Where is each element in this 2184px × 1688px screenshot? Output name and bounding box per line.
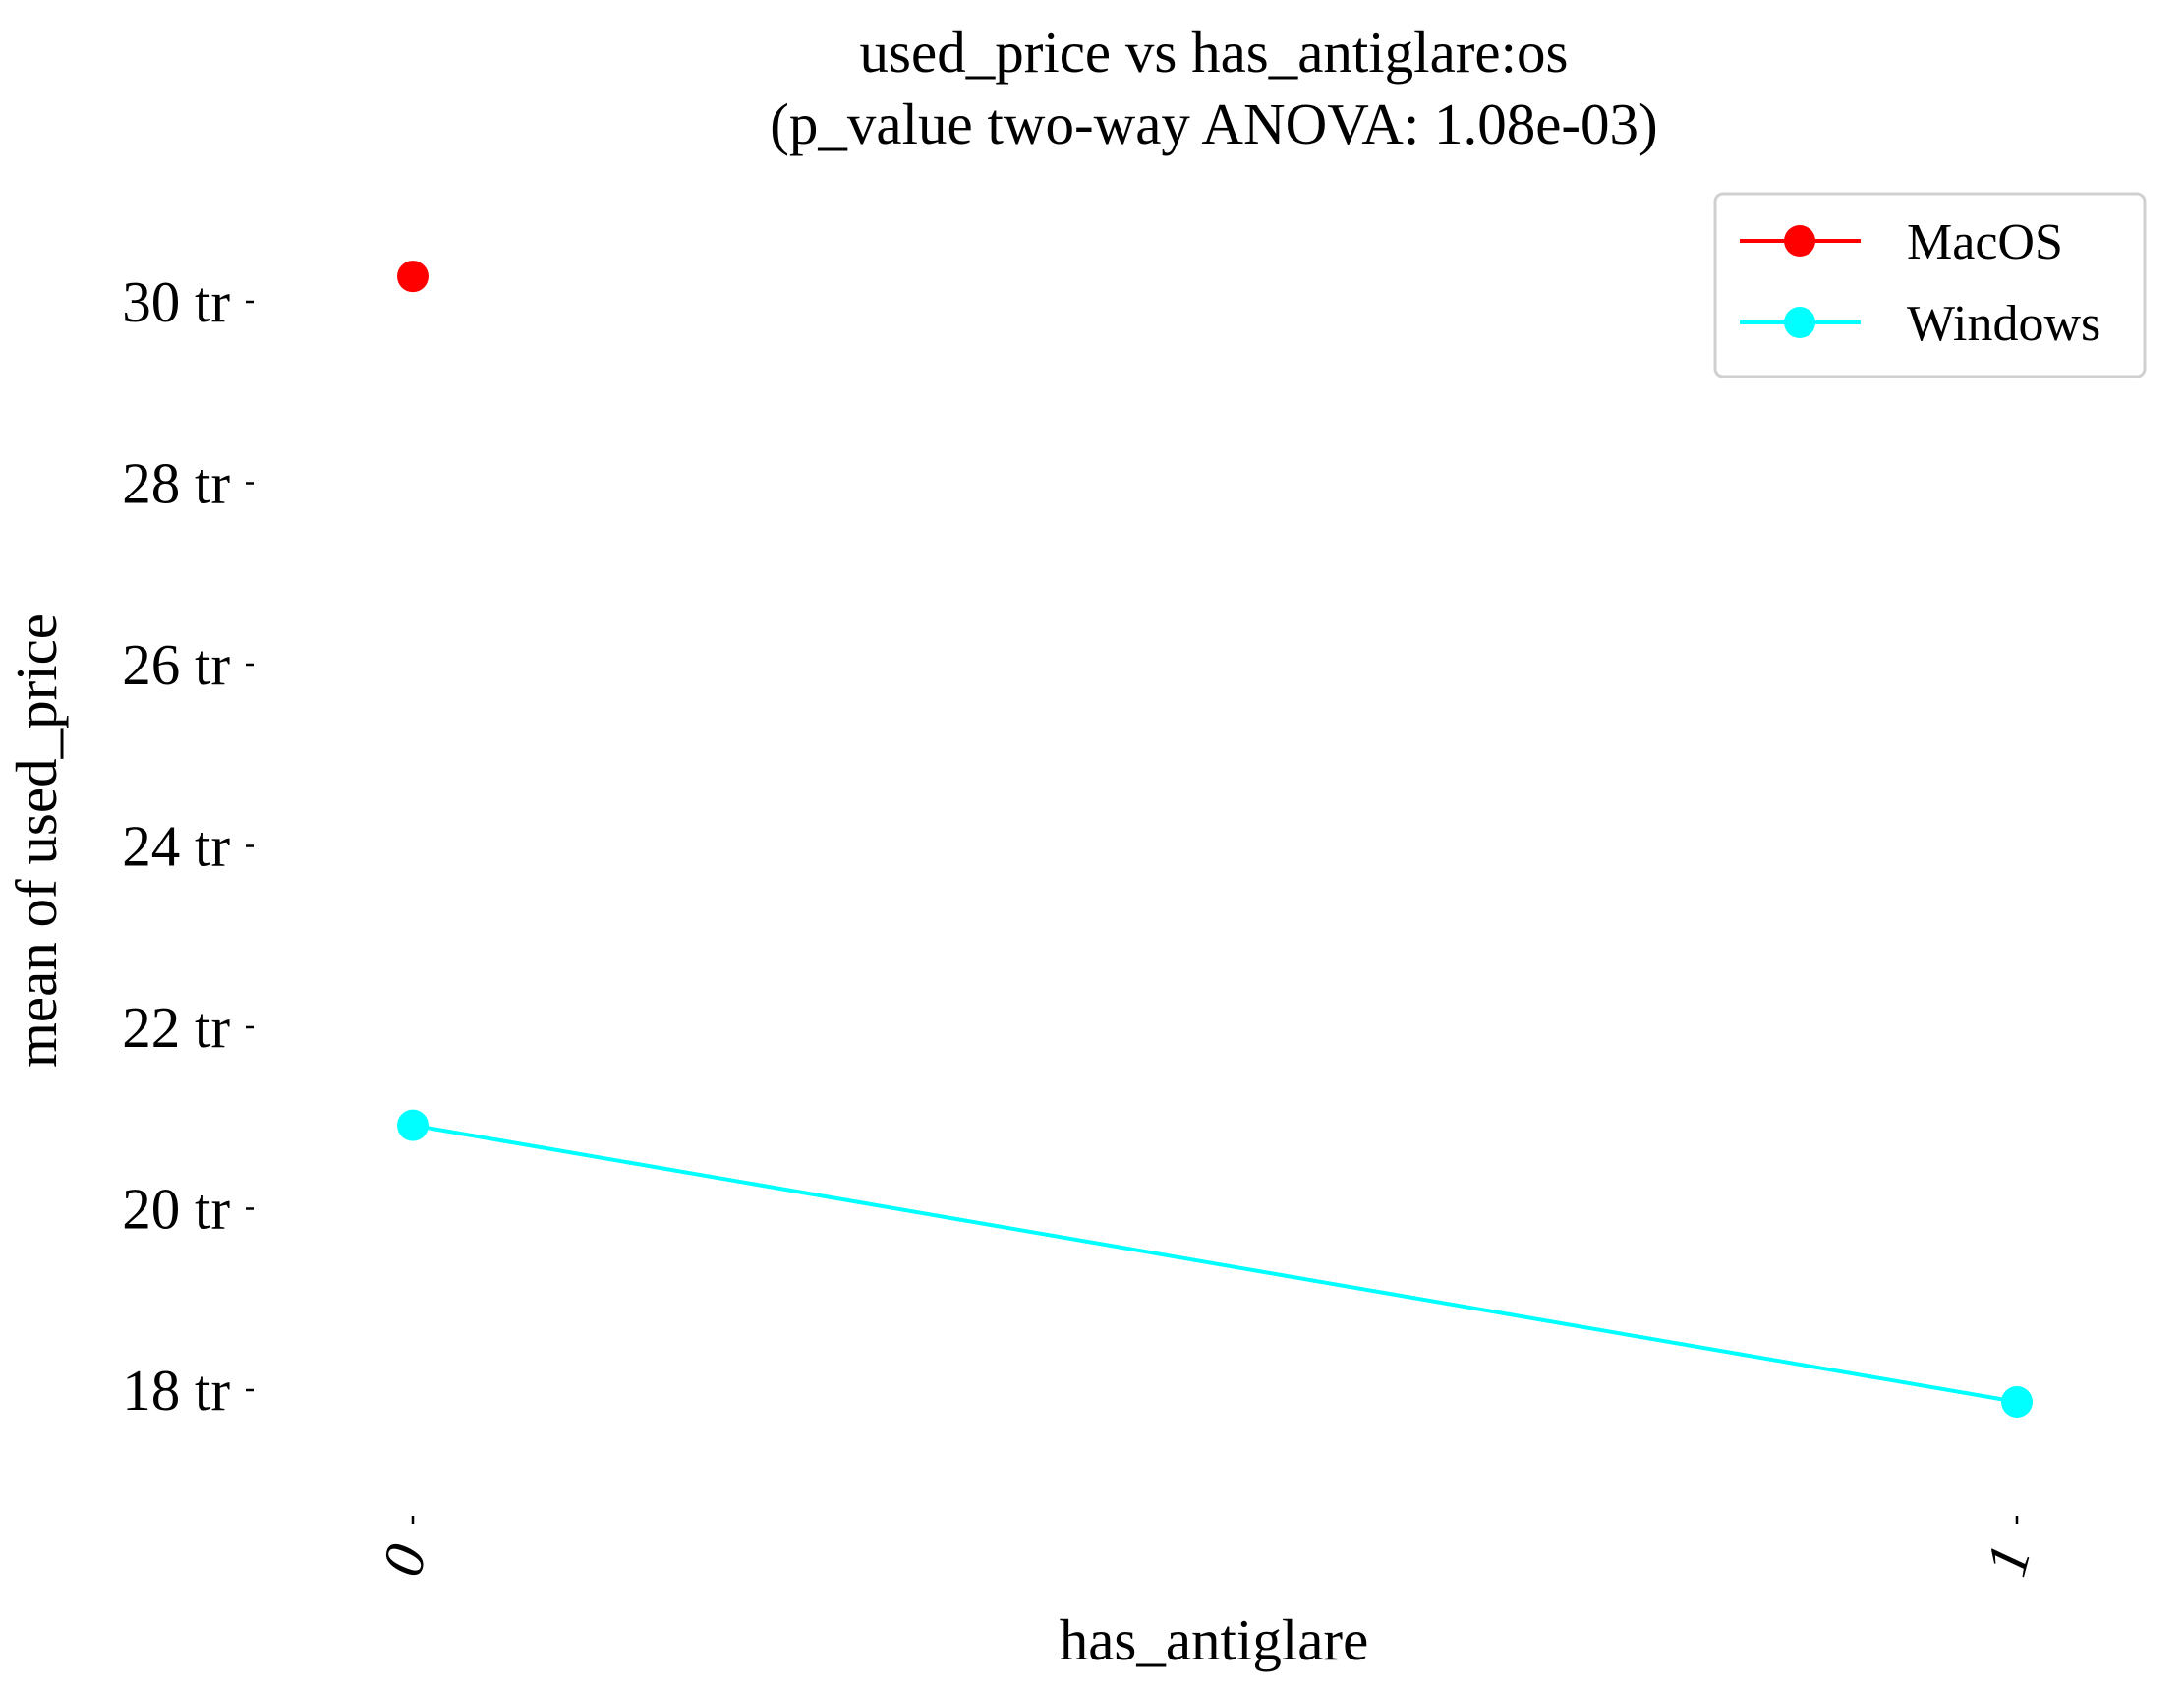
x-tick-label: 1 <box>1973 1538 2042 1583</box>
legend-marker-macos <box>1784 225 1815 257</box>
series-line-windows <box>412 1123 2018 1404</box>
y-tick-label: 28 tr <box>122 451 230 516</box>
legend-marker-windows <box>1784 307 1815 338</box>
data-point-windows <box>2001 1385 2033 1418</box>
x-axis-label: has_antiglare <box>1060 1607 1369 1672</box>
y-tick-label: 24 tr <box>122 814 230 879</box>
chart-subtitle: (p_value two-way ANOVA: 1.08e-03) <box>770 91 1657 156</box>
legend-label-windows: Windows <box>1907 296 2100 352</box>
chart-title: used_price vs has_antiglare:os <box>860 20 1569 85</box>
data-point-macos <box>397 261 429 293</box>
legend: MacOS Windows <box>1713 192 2147 378</box>
data-point-windows <box>397 1109 429 1141</box>
y-axis-label: mean of used_price <box>4 613 69 1068</box>
series-layer <box>397 261 2033 1418</box>
y-tick-label: 18 tr <box>122 1358 230 1423</box>
y-tick-label: 20 tr <box>122 1177 230 1242</box>
y-tick-label: 22 tr <box>122 995 230 1060</box>
x-tick-label: 0 <box>369 1538 438 1583</box>
legend-label-macos: MacOS <box>1907 214 2063 270</box>
y-axis: 18 tr 20 tr 22 tr 24 tr 26 tr 28 tr 30 tr <box>122 269 254 1423</box>
y-tick-label: 30 tr <box>122 269 230 334</box>
y-tick-label: 26 tr <box>122 632 230 697</box>
